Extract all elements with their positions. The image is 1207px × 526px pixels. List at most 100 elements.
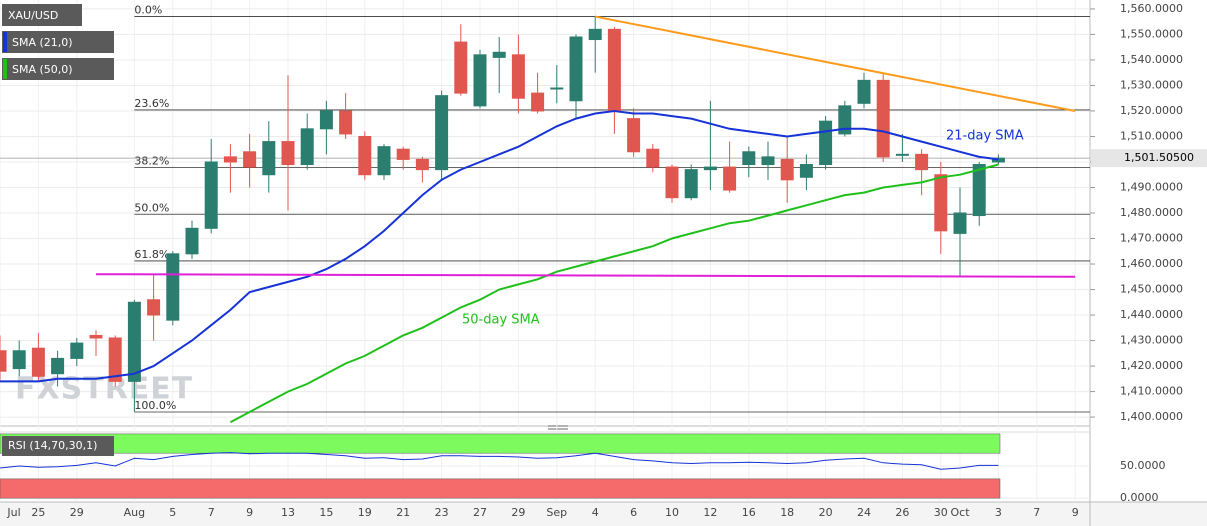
- y-tick-label: 1,400.0000: [1120, 410, 1183, 423]
- candle-body: [934, 174, 948, 232]
- legend-label: SMA (21,0): [12, 36, 73, 49]
- x-tick-label: 7: [208, 506, 215, 519]
- candle-body: [703, 166, 717, 171]
- x-tick-label: 3: [995, 506, 1002, 519]
- candle-body: [70, 342, 84, 359]
- x-tick-label: 15: [319, 506, 333, 519]
- y-tick-label: 1,460.0000: [1120, 257, 1183, 270]
- legend-box[interactable]: [2, 58, 114, 80]
- last-price-tag: [1091, 149, 1207, 168]
- candle-body: [166, 253, 180, 321]
- y-tick-label: 1,450.0000: [1120, 283, 1183, 296]
- candle-body: [819, 120, 833, 166]
- y-tick-label: 1,470.0000: [1120, 232, 1183, 245]
- candle-body: [127, 301, 141, 382]
- y-tick-label: 1,520.0000: [1120, 104, 1183, 117]
- x-tick-label: 10: [665, 506, 679, 519]
- legend-label: SMA (50,0): [12, 63, 73, 76]
- candle-body: [243, 151, 257, 168]
- x-tick-label: 30: [934, 506, 948, 519]
- fib-label: 23.6%: [134, 97, 169, 110]
- annotation: 21-day SMA: [946, 129, 1024, 144]
- legend-label: RSI (14,70,30,1): [8, 439, 97, 452]
- y-tick-label: 1,550.0000: [1120, 27, 1183, 40]
- x-tick-label: 9: [246, 506, 253, 519]
- legend-box[interactable]: [2, 4, 82, 26]
- candle-body: [972, 164, 986, 217]
- x-tick-label: Jul: [6, 506, 20, 519]
- x-tick-label: 26: [895, 506, 909, 519]
- y-tick-label: 1,490.0000: [1120, 180, 1183, 193]
- sma-line: [0, 109, 999, 383]
- x-tick-label: 9: [1072, 506, 1079, 519]
- candle-body: [51, 357, 65, 375]
- y-tick-label: 1,440.0000: [1120, 308, 1183, 321]
- legend-swatch: [3, 59, 7, 79]
- x-tick-label: 18: [780, 506, 794, 519]
- candle-body: [300, 128, 314, 166]
- x-tick-label: 21: [396, 506, 410, 519]
- y-tick-label: 1,480.0000: [1120, 206, 1183, 219]
- candle-body: [511, 54, 525, 99]
- y-tick-label: 1,510.0000: [1120, 129, 1183, 142]
- rsi-line: [0, 452, 999, 470]
- fib-label: 100.0%: [134, 399, 176, 412]
- candle-body: [876, 79, 890, 158]
- y-tick-label: 1,410.0000: [1120, 385, 1183, 398]
- candle-body: [0, 350, 7, 372]
- x-tick-label: 24: [857, 506, 871, 519]
- y-tick-label: 1,430.0000: [1120, 334, 1183, 347]
- candle-body: [761, 156, 775, 166]
- x-tick-label: 19: [358, 506, 372, 519]
- candle-body: [89, 334, 103, 339]
- x-tick-label: 5: [169, 506, 176, 519]
- x-tick-label: 29: [70, 506, 84, 519]
- y-tick-label: 1,540.0000: [1120, 53, 1183, 66]
- candle-body: [742, 151, 756, 166]
- x-tick-label: Sep: [546, 506, 567, 519]
- candle-body: [607, 28, 621, 112]
- candle-body: [185, 227, 199, 255]
- candle-body: [991, 157, 1005, 163]
- candle-body: [108, 337, 122, 382]
- trend-line: [595, 15, 1076, 112]
- candle-body: [31, 347, 45, 377]
- x-tick-label: 12: [703, 506, 717, 519]
- candle-body: [953, 212, 967, 234]
- fib-label: 61.8%: [134, 248, 169, 261]
- x-tick-label: Oct: [950, 506, 970, 519]
- time-axis-bg: [0, 502, 1207, 526]
- candle-body: [415, 158, 429, 171]
- last-price-label: 1,501.50500: [1124, 151, 1194, 164]
- candle-body: [319, 110, 333, 130]
- x-tick-label: 25: [31, 506, 45, 519]
- candle-body: [377, 146, 391, 176]
- candle-body: [12, 350, 26, 370]
- x-tick-label: 7: [1033, 506, 1040, 519]
- legend-box[interactable]: [2, 436, 114, 456]
- rsi-band: [0, 433, 1001, 454]
- candle-body: [665, 166, 679, 199]
- candle-body: [915, 153, 929, 171]
- candle-body: [435, 95, 449, 171]
- x-tick-label: Aug: [124, 506, 145, 519]
- candle-body: [223, 156, 237, 163]
- sma-line: [229, 163, 999, 424]
- legend-swatch: [3, 32, 7, 52]
- candle-body: [396, 148, 410, 160]
- candle-body: [473, 54, 487, 107]
- candle-body: [895, 153, 909, 156]
- candle-body: [281, 141, 295, 166]
- x-tick-label: 4: [592, 506, 599, 519]
- candle-body: [492, 51, 506, 58]
- legend-label: XAU/USD: [8, 9, 58, 22]
- fib-label: 38.2%: [134, 155, 169, 168]
- candle-body: [799, 164, 813, 178]
- trend-line: [95, 273, 1076, 278]
- x-tick-label: 27: [473, 506, 487, 519]
- y-tick-label: 1,420.0000: [1120, 359, 1183, 372]
- candle-body: [454, 41, 468, 94]
- x-tick-label: 20: [819, 506, 833, 519]
- legend-box[interactable]: [2, 31, 114, 53]
